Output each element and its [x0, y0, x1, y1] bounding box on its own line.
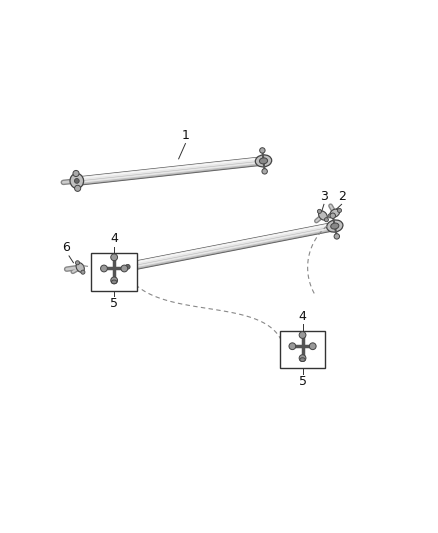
Circle shape	[126, 271, 132, 277]
Circle shape	[334, 233, 339, 239]
Ellipse shape	[318, 211, 327, 220]
Circle shape	[74, 179, 79, 183]
Text: 1: 1	[181, 129, 189, 142]
Text: 5: 5	[110, 297, 118, 310]
Ellipse shape	[70, 173, 84, 188]
Circle shape	[75, 261, 80, 265]
Circle shape	[330, 213, 336, 219]
Circle shape	[111, 277, 117, 284]
Ellipse shape	[330, 209, 339, 217]
Circle shape	[289, 343, 296, 350]
Circle shape	[325, 217, 328, 222]
Circle shape	[262, 168, 267, 174]
Polygon shape	[124, 222, 338, 265]
Circle shape	[260, 148, 265, 153]
Ellipse shape	[111, 280, 117, 284]
Circle shape	[74, 185, 81, 191]
Ellipse shape	[121, 260, 134, 274]
Polygon shape	[74, 163, 267, 185]
Text: 4: 4	[299, 310, 307, 323]
Text: 3: 3	[320, 190, 328, 203]
Bar	[91, 253, 137, 290]
Text: 5: 5	[299, 375, 307, 388]
Polygon shape	[125, 228, 339, 271]
Circle shape	[121, 265, 128, 272]
Ellipse shape	[300, 358, 305, 361]
Text: 4: 4	[110, 232, 118, 245]
Circle shape	[328, 214, 332, 218]
Circle shape	[73, 171, 79, 176]
Text: 6: 6	[62, 241, 70, 254]
Ellipse shape	[331, 223, 339, 229]
Circle shape	[318, 209, 321, 213]
Text: 2: 2	[338, 190, 346, 203]
Circle shape	[299, 354, 306, 361]
Bar	[279, 331, 325, 368]
Circle shape	[101, 265, 107, 272]
Ellipse shape	[76, 263, 85, 272]
Polygon shape	[73, 157, 267, 185]
Circle shape	[125, 264, 130, 269]
Circle shape	[111, 254, 117, 261]
Circle shape	[299, 332, 306, 338]
Ellipse shape	[255, 155, 272, 167]
Polygon shape	[124, 222, 339, 271]
Circle shape	[123, 256, 129, 263]
Ellipse shape	[259, 158, 268, 164]
Polygon shape	[73, 157, 267, 180]
Circle shape	[81, 270, 85, 274]
Circle shape	[309, 343, 316, 350]
Circle shape	[337, 208, 342, 213]
Ellipse shape	[327, 220, 343, 232]
